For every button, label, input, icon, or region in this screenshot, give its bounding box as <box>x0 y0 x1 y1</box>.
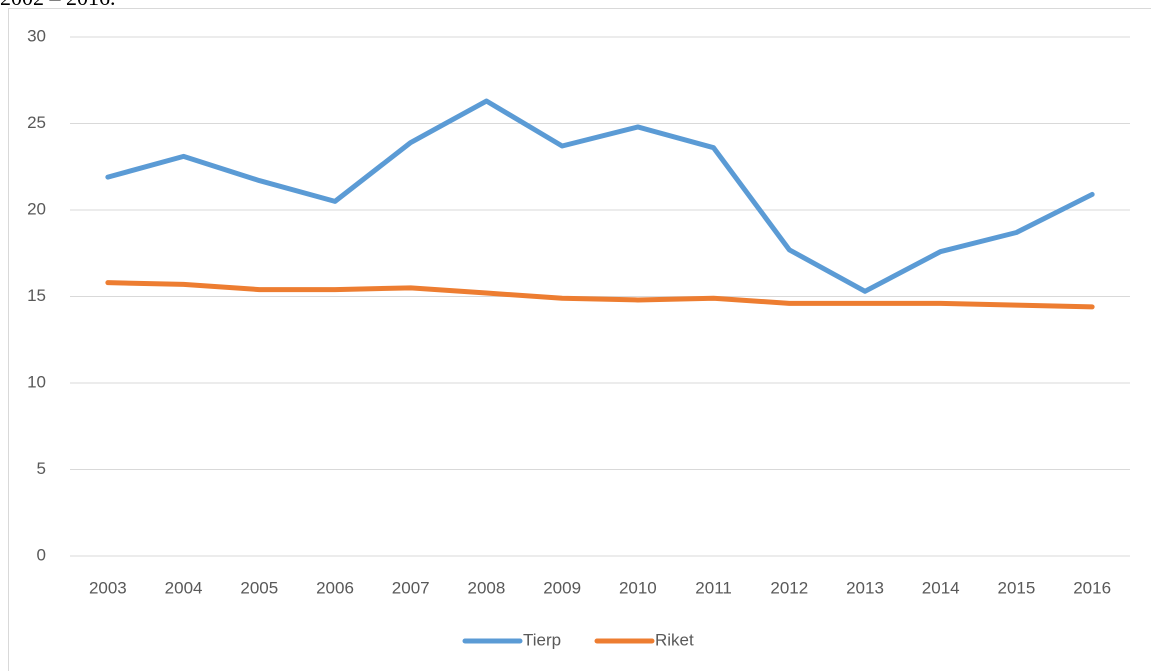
y-tick-label: 10 <box>27 372 46 391</box>
line <box>105 98 1095 294</box>
line <box>105 280 1095 310</box>
x-tick-label: 2014 <box>922 578 960 597</box>
x-tick-label: 2008 <box>468 578 506 597</box>
x-tick-label: 2011 <box>695 578 732 597</box>
y-tick-label: 20 <box>27 199 46 218</box>
x-tick-label: 2004 <box>165 578 203 597</box>
x-tick-label: 2013 <box>846 578 884 597</box>
x-tick-label: 2006 <box>316 578 354 597</box>
x-tick-label: 2005 <box>240 578 278 597</box>
x-tick-label: 2003 <box>89 578 127 597</box>
y-tick-label: 25 <box>27 113 46 132</box>
x-tick-label: 2007 <box>392 578 430 597</box>
x-tick-label: 2012 <box>770 578 808 597</box>
legend-label: Tierp <box>523 630 561 649</box>
y-tick-label: 5 <box>37 459 46 478</box>
y-tick-label: 0 <box>37 545 46 564</box>
x-tick-label: 2015 <box>998 578 1036 597</box>
chart-border <box>8 8 1151 671</box>
x-tick-label: 2010 <box>619 578 657 597</box>
legend-label: Riket <box>655 630 694 649</box>
y-tick-label: 15 <box>27 286 46 305</box>
y-tick-label: 30 <box>27 26 46 45</box>
x-tick-label: 2009 <box>543 578 581 597</box>
x-tick-label: 2016 <box>1073 578 1111 597</box>
caption: 2002 – 2016. <box>0 0 116 10</box>
